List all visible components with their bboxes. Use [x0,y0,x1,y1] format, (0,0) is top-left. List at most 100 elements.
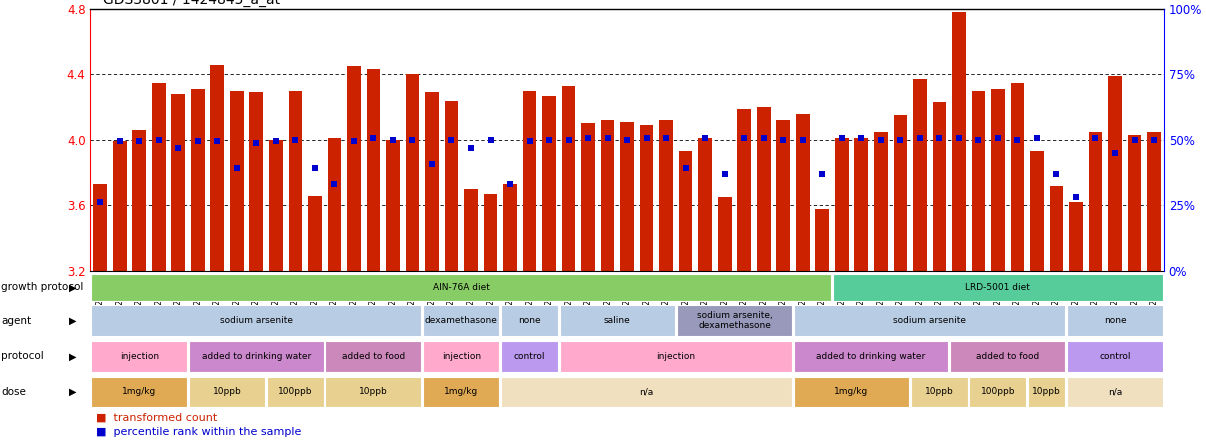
Bar [1011,83,1024,271]
Bar [1067,377,1163,407]
Bar [932,102,947,271]
Bar [386,140,399,271]
Bar [640,125,654,271]
Bar [777,120,790,271]
Text: sodium arsenite: sodium arsenite [894,316,966,325]
Bar [737,109,751,271]
Text: ▶: ▶ [69,351,76,361]
Text: 100ppb: 100ppb [980,387,1015,396]
Bar [445,101,458,271]
Text: AIN-76A diet: AIN-76A diet [433,283,490,292]
Bar [405,75,420,271]
Bar [92,305,421,336]
Text: 10ppb: 10ppb [1032,387,1061,396]
Text: sodium arsenite: sodium arsenite [219,316,293,325]
Bar [269,140,282,271]
Bar [326,341,421,372]
Text: saline: saline [604,316,631,325]
Bar [308,195,322,271]
Text: ▶: ▶ [69,282,76,293]
Bar [367,69,380,271]
Bar [855,138,868,271]
Text: none: none [1103,316,1126,325]
Text: injection: injection [119,352,159,361]
Bar [620,122,634,271]
Bar [794,377,909,407]
Bar [815,209,829,271]
Text: dexamethasone: dexamethasone [425,316,498,325]
Bar [484,194,497,271]
Bar [950,341,1065,372]
Bar [171,94,185,271]
Bar [423,377,499,407]
Bar [833,274,1163,301]
Bar [1067,305,1163,336]
Bar [500,341,558,372]
Text: none: none [519,316,540,325]
Bar [1108,76,1122,271]
Bar [328,138,341,271]
Text: ▶: ▶ [69,387,76,397]
Bar [952,12,966,271]
Bar [894,115,907,271]
Bar [562,86,575,271]
Bar [267,377,324,407]
Text: 10ppb: 10ppb [359,387,388,396]
Text: 100ppb: 100ppb [279,387,312,396]
Text: added to food: added to food [976,352,1040,361]
Bar [794,341,948,372]
Text: 10ppb: 10ppb [212,387,241,396]
Text: n/a: n/a [1108,387,1122,396]
Bar [757,107,771,271]
Bar [1070,202,1083,271]
Bar [660,120,673,271]
Bar [972,91,985,271]
Bar [1028,377,1065,407]
Bar [500,305,558,336]
Bar [1067,341,1163,372]
Bar [326,377,421,407]
Bar [423,305,499,336]
Bar [189,377,265,407]
Text: dose: dose [1,387,27,397]
Bar [522,91,537,271]
Bar [92,274,831,301]
Text: control: control [1099,352,1131,361]
Bar [288,91,303,271]
Text: 1mg/kg: 1mg/kg [444,387,479,396]
Bar [1128,135,1141,271]
Text: protocol: protocol [1,351,43,361]
Text: ▶: ▶ [69,316,76,326]
Text: n/a: n/a [639,387,654,396]
Bar [911,377,968,407]
Text: agent: agent [1,316,31,326]
Bar [93,184,107,271]
Text: added to drinking water: added to drinking water [816,352,926,361]
Bar [913,79,926,271]
Bar [500,377,792,407]
Text: sodium arsenite,
dexamethasone: sodium arsenite, dexamethasone [697,311,772,330]
Bar [426,92,439,271]
Text: control: control [514,352,545,361]
Bar [191,89,205,271]
Text: injection: injection [656,352,696,361]
Bar [1049,186,1064,271]
Bar [423,341,499,372]
Bar [677,305,792,336]
Text: LRD-5001 diet: LRD-5001 diet [966,283,1030,292]
Bar [601,120,614,271]
Bar [1030,151,1043,271]
Bar [718,197,732,271]
Bar [1089,132,1102,271]
Bar [347,66,361,271]
Bar [189,341,324,372]
Bar [543,95,556,271]
Text: growth protocol: growth protocol [1,282,83,293]
Bar [794,305,1065,336]
Bar [991,89,1005,271]
Bar [874,132,888,271]
Bar [250,92,263,271]
Text: ■  transformed count: ■ transformed count [96,413,218,423]
Text: ■  percentile rank within the sample: ■ percentile rank within the sample [96,427,302,437]
Text: added to drinking water: added to drinking water [201,352,311,361]
